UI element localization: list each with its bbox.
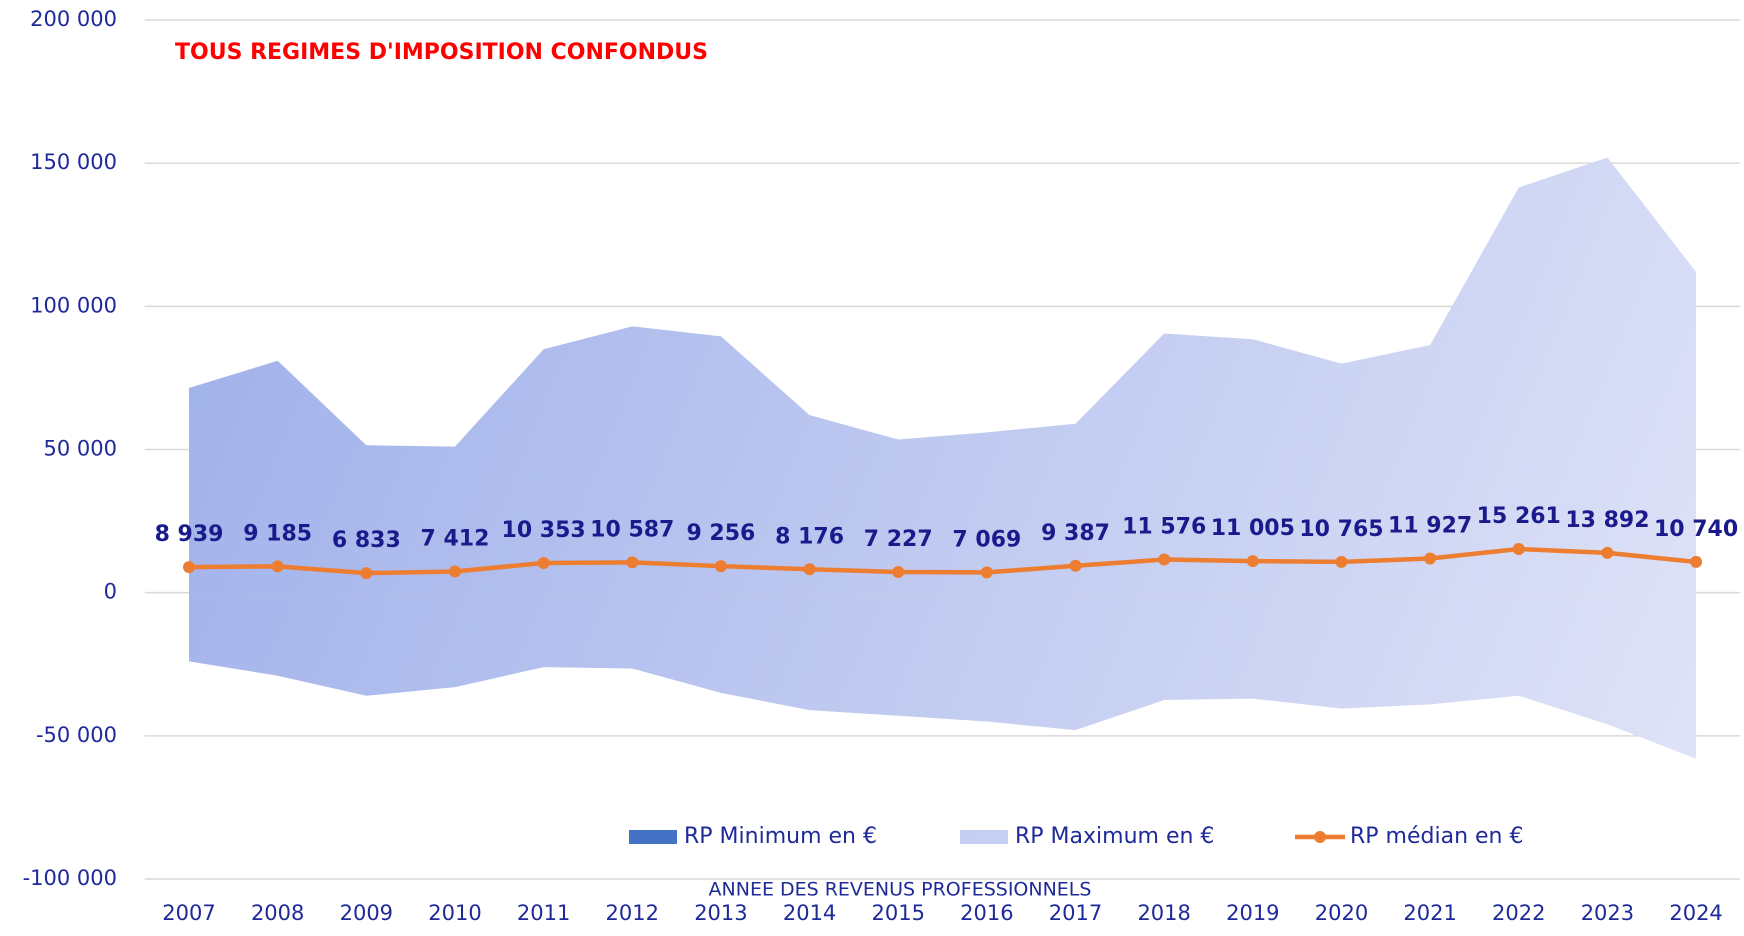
point — [360, 567, 373, 580]
point — [1069, 559, 1082, 572]
point — [448, 565, 461, 578]
point — [183, 561, 196, 574]
x-tick-label: 2015 — [871, 901, 924, 925]
y-tick-label: -50 000 — [36, 723, 117, 747]
data-label: 7 227 — [864, 527, 933, 552]
point — [537, 557, 550, 570]
data-label: 11 927 — [1388, 514, 1472, 539]
x-tick-label: 2011 — [517, 901, 570, 925]
x-tick-label: 2017 — [1049, 901, 1102, 925]
x-tick-label: 2020 — [1315, 901, 1368, 925]
data-label: 8 939 — [155, 522, 224, 547]
point — [1335, 555, 1348, 568]
area — [189, 592, 1697, 759]
data-label: 10 765 — [1299, 517, 1383, 542]
x-tick-label: 2023 — [1581, 901, 1634, 925]
x-tick-label: 2021 — [1403, 901, 1456, 925]
point — [892, 565, 905, 578]
x-tick-label: 2019 — [1226, 901, 1279, 925]
y-tick-label: 150 000 — [30, 150, 117, 174]
x-tick-label: 2014 — [783, 901, 836, 925]
data-label: 15 261 — [1477, 504, 1561, 529]
point — [1424, 552, 1437, 565]
data-label: 9 387 — [1041, 521, 1110, 546]
data-label: 10 587 — [590, 517, 674, 542]
line — [189, 546, 1697, 576]
legend-swatch — [960, 830, 1008, 844]
y-tick-label: 0 — [104, 580, 117, 604]
x-tick-label: 2009 — [340, 901, 393, 925]
area — [189, 157, 1697, 593]
x-tick-label: 2007 — [162, 901, 215, 925]
data-label: 11 005 — [1211, 516, 1295, 541]
y-tick-label: 50 000 — [44, 437, 117, 461]
point — [980, 566, 993, 579]
point — [626, 556, 639, 569]
x-tick-label: 2012 — [606, 901, 659, 925]
data-label: 8 176 — [775, 524, 844, 549]
y-tick-label: 200 000 — [30, 7, 117, 31]
point — [1512, 542, 1525, 555]
data-label: 9 185 — [243, 521, 312, 546]
legend-swatch — [629, 830, 677, 844]
data-label: 7 069 — [952, 527, 1021, 552]
x-tick-label: 2024 — [1669, 901, 1722, 925]
y-tick-label: -100 000 — [23, 866, 117, 890]
point — [1246, 555, 1259, 568]
x-tick-label: 2013 — [694, 901, 747, 925]
legend-label: RP médian en € — [1350, 824, 1523, 849]
chart-title: TOUS REGIMES D'IMPOSITION CONFONDUS — [175, 40, 708, 65]
data-label: 9 256 — [686, 521, 755, 546]
x-tick-label: 2016 — [960, 901, 1013, 925]
point — [271, 560, 284, 573]
point — [1158, 553, 1171, 566]
x-tick-label: 2022 — [1492, 901, 1545, 925]
legend-swatch — [1314, 831, 1326, 843]
data-label: 10 740 — [1654, 517, 1738, 542]
x-tick-label: 2010 — [428, 901, 481, 925]
x-axis-title: ANNEE DES REVENUS PROFESSIONNELS — [709, 879, 1092, 901]
data-label: 7 412 — [421, 526, 490, 551]
data-label: 10 353 — [502, 518, 586, 543]
x-tick-label: 2008 — [251, 901, 304, 925]
point — [1601, 546, 1614, 559]
point — [714, 560, 727, 573]
y-tick-label: 100 000 — [30, 293, 117, 317]
point — [803, 563, 816, 576]
legend-label: RP Minimum en € — [684, 824, 877, 849]
x-tick-label: 2018 — [1137, 901, 1190, 925]
data-label: 6 833 — [332, 528, 401, 553]
point — [1690, 555, 1703, 568]
data-label: 11 576 — [1122, 515, 1206, 540]
data-label: 13 892 — [1565, 508, 1649, 533]
legend-label: RP Maximum en € — [1015, 824, 1214, 849]
